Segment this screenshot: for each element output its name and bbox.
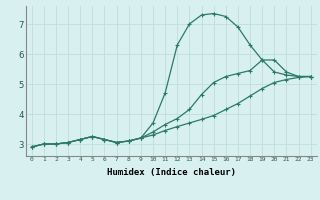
X-axis label: Humidex (Indice chaleur): Humidex (Indice chaleur) xyxy=(107,168,236,177)
